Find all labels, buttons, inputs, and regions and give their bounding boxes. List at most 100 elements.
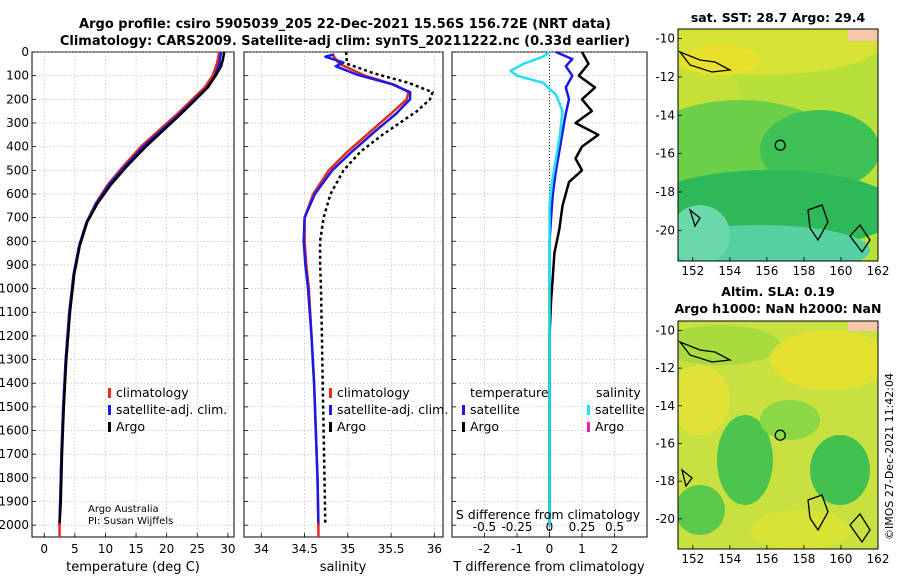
sst-map-ticks: -10 -12 -14 -16 -18 -20 152 154 156 158 160 162	[655, 32, 889, 278]
salinity-xlabel: salinity	[320, 560, 367, 575]
diff-legend-s-argo-swatch	[587, 422, 590, 432]
figure-title: Argo profile: csiro 5905039_205 22-Dec-2…	[79, 17, 611, 32]
x-tick-label: 15	[128, 542, 143, 556]
x-tick-label: -1	[511, 542, 523, 556]
diff-legend-t-argo-label: Argo	[470, 419, 499, 434]
x-tick-label: 36	[427, 542, 442, 556]
figure-subtitle: Climatology: CARS2009. Satellite-adj cli…	[60, 34, 630, 49]
depth-tick-label: 1700	[0, 447, 29, 461]
lat-tick-label: -12	[655, 70, 675, 84]
depth-tick-label: 1900	[0, 495, 29, 509]
lat-tick-label: -10	[655, 323, 675, 337]
lon-tick-label: 158	[792, 264, 815, 278]
series-line	[58, 51, 226, 526]
series-line	[548, 51, 600, 526]
lon-tick-label: 154	[718, 264, 741, 278]
depth-tick-label: 900	[6, 258, 29, 272]
lon-tick-label: 158	[792, 552, 815, 566]
lon-tick-label: 162	[867, 552, 890, 566]
x-tick-label: 30	[220, 542, 235, 556]
lat-tick-label: -14	[655, 399, 675, 413]
depth-tick-label: 500	[6, 163, 29, 177]
salinity-panel: 34 34.5 35 35.5 36 salinity climatology sate…	[243, 51, 448, 575]
depth-tick-label: 1100	[0, 305, 29, 319]
x-tick-label: 34.5	[291, 542, 318, 556]
temperature-grid	[32, 51, 234, 537]
legend-argo-label: Argo	[116, 419, 145, 434]
x2-tick-label: 0.25	[569, 520, 596, 534]
x-tick-label: 1	[578, 542, 586, 556]
depth-tick-label: 1800	[0, 471, 29, 485]
lon-tick-label: 162	[867, 264, 890, 278]
lat-tick-label: -10	[655, 32, 675, 46]
diff-legend-t-satellite-label: satellite	[470, 402, 520, 417]
legend-satellite-adj-swatch	[108, 405, 111, 415]
sla-map: Altim. SLA: 0.19 Argo h1000: NaN h2000: …	[655, 284, 890, 566]
diff-legend-s-argo-label: Argo	[595, 419, 624, 434]
temperature-ticks: 0100200300400500600700800900100011001200…	[0, 45, 236, 556]
credit-line-1: Argo Australia	[88, 504, 159, 515]
lat-tick-label: -12	[655, 361, 675, 375]
lat-tick-label: -14	[655, 108, 675, 122]
x-tick-label: -2	[479, 542, 491, 556]
difference-x2label: S difference from climatology	[456, 507, 641, 522]
temperature-panel: 0100200300400500600700800900100011001200…	[0, 45, 236, 575]
sal-legend-satellite-adj-label: satellite-adj. clim.	[337, 402, 448, 417]
depth-tick-label: 200	[6, 92, 29, 106]
temperature-xlabel: temperature (deg C)	[66, 560, 200, 575]
depth-tick-label: 1300	[0, 353, 29, 367]
x2-tick-label: -0.5	[473, 520, 496, 534]
depth-tick-label: 1200	[0, 329, 29, 343]
diff-legend-t-satellite-swatch	[462, 405, 465, 415]
sal-legend-climatology-swatch	[329, 388, 332, 398]
depth-tick-label: 300	[6, 116, 29, 130]
difference-grid	[452, 51, 647, 537]
depth-tick-label: 1500	[0, 400, 29, 414]
x-tick-label: 35.5	[378, 542, 405, 556]
lat-tick-label: -18	[655, 185, 675, 199]
depth-tick-label: 1400	[0, 376, 29, 390]
legend-argo-swatch	[108, 422, 111, 432]
x-tick-label: 20	[159, 542, 174, 556]
difference-panel: -2 -1 0 1 2 -0.5 -0.25 0 0.25 0.5 T difference fr…	[451, 50, 648, 575]
x-tick-label: 25	[190, 542, 205, 556]
sla-float-marker	[774, 429, 786, 441]
depth-tick-label: 1600	[0, 424, 29, 438]
temperature-lines	[58, 51, 226, 537]
difference-xlabel: T difference from climatology	[452, 560, 645, 575]
depth-tick-label: 100	[6, 69, 29, 83]
series-line	[318, 51, 434, 526]
depth-tick-label: 800	[6, 234, 29, 248]
x-tick-label: 10	[98, 542, 113, 556]
credit-line-2: PI: Susan Wijffels	[88, 516, 173, 527]
x-tick-label: 34	[254, 542, 269, 556]
diff-legend-s-satellite-swatch	[587, 405, 590, 415]
salinity-ticks: 34 34.5 35 35.5 36	[244, 51, 442, 556]
sst-coastlines	[678, 50, 871, 254]
depth-tick-label: 600	[6, 187, 29, 201]
sla-coastlines	[678, 340, 871, 544]
lat-tick-label: -18	[655, 474, 675, 488]
watermark: ©IMOS 27-Dec-2021 11:42:04	[883, 373, 896, 540]
x-tick-label: 2	[611, 542, 619, 556]
temperature-axes-frame	[31, 51, 235, 538]
salinity-axes-frame	[243, 51, 444, 538]
diff-legend-s-satellite-label: satellite	[595, 402, 645, 417]
salinity-legend: climatology satellite-adj. clim. Argo	[329, 385, 448, 434]
x-tick-label: 0	[40, 542, 48, 556]
x-tick-label: 5	[71, 542, 79, 556]
lon-tick-label: 160	[830, 264, 853, 278]
depth-tick-label: 700	[6, 211, 29, 225]
diff-legend-temperature-head: temperature	[470, 385, 549, 400]
legend-climatology-swatch	[108, 388, 111, 398]
sst-map-frame	[677, 28, 879, 262]
x2-tick-label: -0.25	[501, 520, 532, 534]
lat-tick-label: -20	[655, 223, 675, 237]
depth-tick-label: 0	[21, 45, 29, 59]
lon-tick-label: 152	[681, 552, 704, 566]
diff-legend-t-argo-swatch	[462, 422, 465, 432]
sal-legend-satellite-adj-swatch	[329, 405, 332, 415]
sla-map-frame	[677, 320, 879, 550]
sst-map-title: sat. SST: 28.7 Argo: 29.4	[691, 10, 866, 25]
